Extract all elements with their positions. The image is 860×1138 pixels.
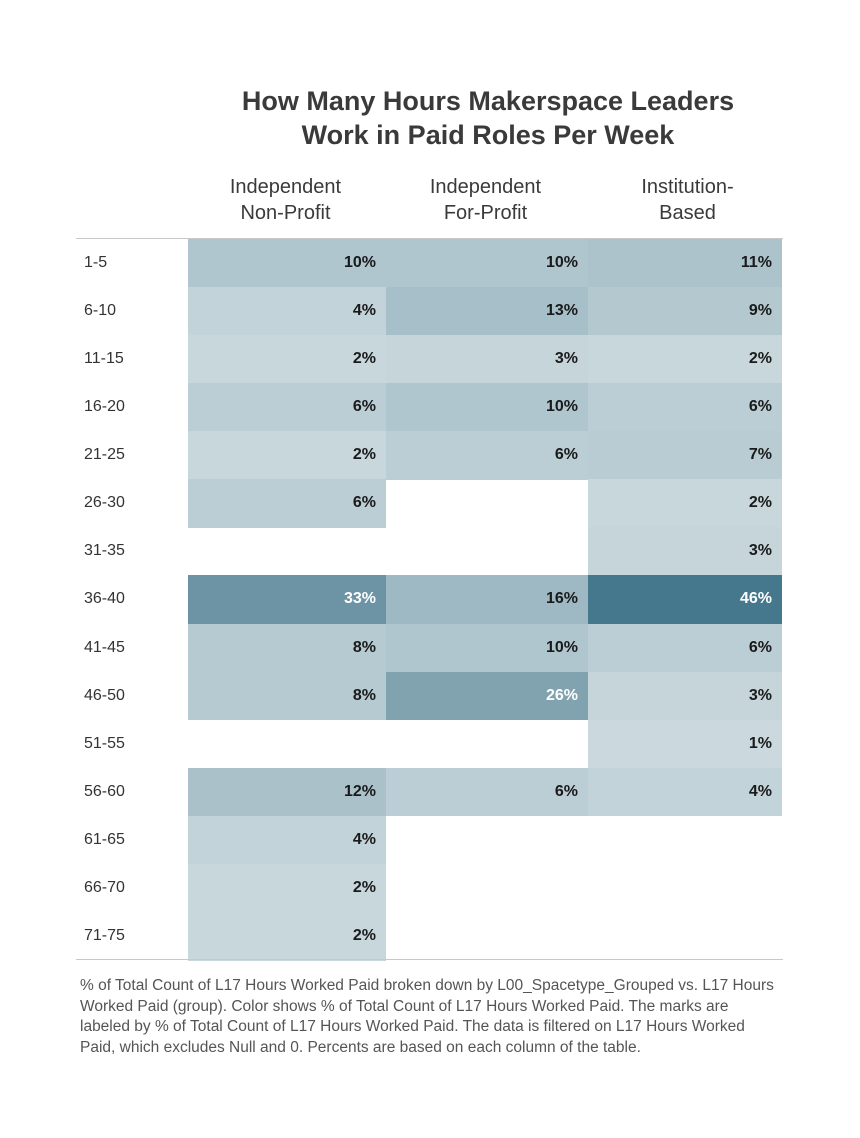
row-label: 26-30	[84, 494, 125, 512]
heatmap-cell: 10%	[386, 383, 588, 432]
column-header-institution-based: Institution- Based	[588, 174, 787, 228]
column-header-independent-non-profit: Independent Non-Profit	[186, 174, 385, 228]
row-label: 21-25	[84, 446, 125, 464]
row-label: 66-70	[84, 878, 125, 896]
heatmap-cell: 9%	[588, 287, 782, 336]
column-header-line-2: Based	[659, 202, 716, 224]
heatmap-cell: 3%	[386, 335, 588, 384]
heatmap-cell: 2%	[188, 335, 386, 384]
column-header-independent-for-profit: Independent For-Profit	[386, 174, 585, 228]
heatmap-cell: 6%	[188, 383, 386, 432]
column-header-line-1: Independent	[429, 176, 542, 198]
row-label: 71-75	[84, 926, 125, 944]
row-label: 51-55	[84, 734, 125, 752]
heatmap-cell: 3%	[588, 671, 782, 721]
heatmap-cell: 6%	[188, 479, 386, 528]
chart-title-line-1: How Many Hours Makerspace Leaders	[241, 86, 735, 116]
heatmap-cell: 2%	[188, 863, 386, 913]
heatmap-cell: 2%	[588, 479, 782, 528]
heatmap-cell: 11%	[588, 239, 782, 288]
heatmap-cell: 7%	[588, 431, 782, 480]
heatmap-cell: 13%	[386, 287, 588, 336]
column-header-line-2: For-Profit	[443, 202, 528, 224]
row-label: 16-20	[84, 398, 125, 416]
column-header-line-2: Non-Profit	[240, 202, 331, 224]
row-label: 61-65	[84, 830, 125, 848]
heatmap-cell: 8%	[188, 671, 386, 721]
chart-title: How Many Hours Makerspace Leaders Work i…	[150, 84, 826, 152]
heatmap-cell: 2%	[188, 911, 386, 961]
heatmap-cell: 16%	[386, 575, 588, 625]
table-bottom-rule	[76, 959, 783, 960]
heatmap-cell: 6%	[588, 623, 782, 673]
heatmap-cell: 46%	[588, 575, 782, 625]
row-label: 56-60	[84, 782, 125, 800]
column-header-line-1: Independent	[229, 176, 342, 198]
row-label: 46-50	[84, 686, 125, 704]
heatmap-cell: 10%	[386, 623, 588, 673]
heatmap-cell: 10%	[188, 239, 386, 288]
column-header-line-1: Institution-	[641, 176, 734, 198]
row-label: 36-40	[84, 590, 125, 608]
heatmap-cell: 2%	[188, 431, 386, 480]
heatmap-cell: 6%	[588, 383, 782, 432]
heatmap-cell: 12%	[188, 767, 386, 817]
heatmap-cell: 10%	[386, 239, 588, 288]
heatmap-cell: 1%	[588, 719, 782, 769]
row-label: 1-5	[84, 254, 108, 271]
heatmap-cell: 2%	[588, 335, 782, 384]
heatmap-cell: 33%	[188, 575, 386, 625]
row-label: 31-35	[84, 542, 125, 560]
heatmap-cell: 26%	[386, 671, 588, 721]
heatmap-cell: 3%	[588, 527, 782, 576]
heatmap-cell: 4%	[188, 287, 386, 336]
row-label: 41-45	[84, 638, 125, 656]
footnote: % of Total Count of L17 Hours Worked Pai…	[80, 977, 774, 1057]
table-top-rule	[76, 238, 783, 239]
heatmap-cell: 6%	[386, 767, 588, 817]
heatmap-cell: 6%	[386, 431, 588, 480]
row-label: 11-15	[84, 350, 124, 368]
row-label: 6-10	[84, 302, 117, 320]
heatmap-cell: 4%	[588, 767, 782, 817]
chart-title-line-2: Work in Paid Roles Per Week	[301, 120, 675, 150]
heatmap-cell: 4%	[188, 815, 386, 865]
heatmap-cell: 8%	[188, 623, 386, 673]
